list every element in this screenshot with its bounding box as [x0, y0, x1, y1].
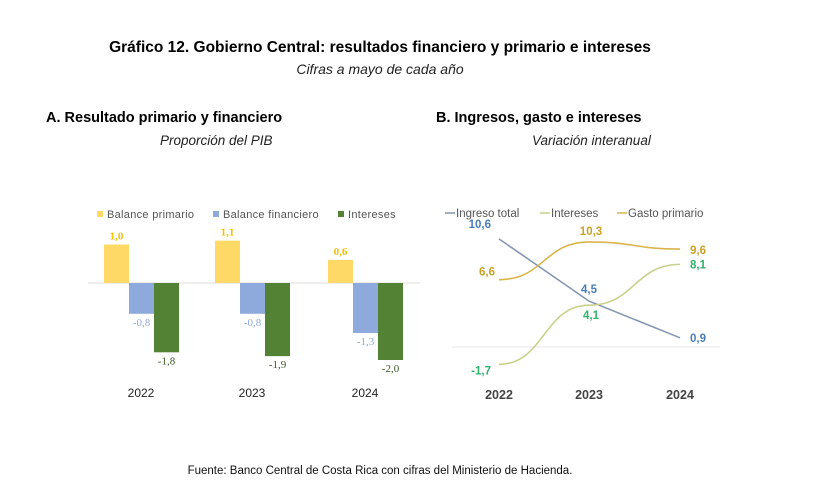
point-label-1-2: 8,1	[690, 259, 707, 271]
bar-2023-0	[215, 240, 240, 283]
legend-label-2: Intereses	[348, 209, 396, 221]
bar-2024-1	[353, 283, 378, 334]
x-tick-b-2023: 2023	[575, 388, 603, 402]
point-label-1-1: 4,1	[583, 310, 600, 322]
bar-2022-2	[154, 283, 179, 353]
line-series-0	[498, 238, 681, 339]
point-label-2-2: 9,6	[690, 245, 706, 257]
bar-label-2024-1: -1,3	[357, 336, 375, 348]
source-note: Fuente: Banco Central de Costa Rica con …	[187, 465, 573, 477]
legend-label-b-1: Intereses	[551, 208, 599, 220]
point-label-2-0: 6,6	[479, 267, 495, 279]
line-series-1	[498, 263, 681, 366]
bar-2024-0	[328, 259, 353, 283]
bar-label-2023-1: -0,8	[244, 317, 262, 329]
legend-label-b-0: Ingreso total	[456, 208, 519, 220]
legend-swatch-2	[338, 211, 344, 217]
bar-2022-1	[129, 283, 154, 314]
panel-b-title: B. Ingresos, gasto e intereses	[436, 110, 642, 126]
x-tick-b-2022: 2022	[485, 388, 513, 402]
bar-2023-1	[240, 283, 265, 314]
bar-label-2022-1: -0,8	[133, 317, 151, 329]
bar-label-2022-0: 1,0	[110, 231, 124, 243]
bar-2024-2	[378, 283, 403, 360]
x-tick-a-2024: 2024	[352, 386, 379, 400]
legend-label-1: Balance financiero	[223, 209, 319, 221]
line-series-2	[498, 241, 681, 281]
point-label-0-1: 4,5	[581, 284, 598, 296]
point-label-0-2: 0,9	[690, 333, 706, 345]
figure-title: Gráfico 12. Gobierno Central: resultados…	[109, 39, 651, 56]
bar-label-2024-0: 0,6	[334, 246, 348, 258]
legend-swatch-1	[213, 211, 219, 217]
bar-2022-0	[104, 244, 129, 283]
point-label-2-1: 10,3	[580, 226, 602, 238]
legend-label-b-2: Gasto primario	[628, 208, 703, 220]
x-tick-a-2022: 2022	[128, 386, 155, 400]
bar-2023-2	[265, 283, 290, 357]
bar-label-2023-2: -1,9	[269, 359, 287, 371]
panel-b-subtitle: Variación interanual	[532, 133, 651, 148]
bar-label-2024-2: -2,0	[382, 363, 400, 375]
point-label-1-0: -1,7	[471, 365, 491, 377]
x-tick-b-2024: 2024	[666, 388, 694, 402]
bar-label-2023-0: 1,1	[221, 227, 235, 239]
point-label-0-0: 10,6	[469, 219, 491, 231]
legend-swatch-0	[97, 211, 103, 217]
legend-label-0: Balance primario	[107, 209, 194, 221]
panel-a-title: A. Resultado primario y financiero	[46, 110, 283, 126]
figure-subtitle: Cifras a mayo de cada año	[296, 61, 464, 77]
x-tick-a-2023: 2023	[239, 386, 266, 400]
panel-a-subtitle: Proporción del PIB	[160, 133, 273, 148]
bar-label-2022-2: -1,8	[158, 355, 176, 367]
